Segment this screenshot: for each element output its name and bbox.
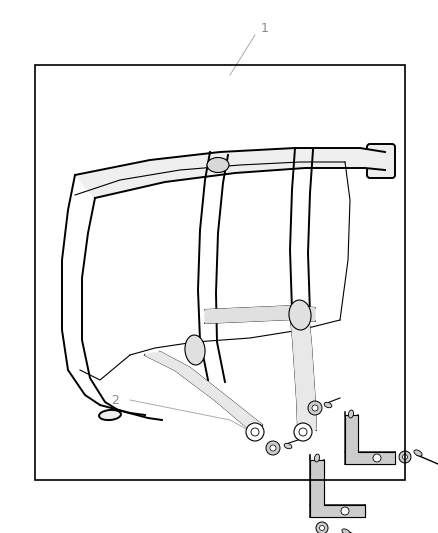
Polygon shape	[310, 460, 365, 517]
Circle shape	[270, 445, 276, 451]
Circle shape	[399, 451, 411, 463]
Circle shape	[319, 526, 325, 530]
Circle shape	[251, 428, 259, 436]
Circle shape	[316, 522, 328, 533]
Ellipse shape	[342, 529, 350, 533]
Ellipse shape	[207, 157, 229, 173]
Ellipse shape	[349, 410, 353, 418]
Polygon shape	[205, 306, 315, 323]
Ellipse shape	[414, 450, 422, 456]
Circle shape	[403, 455, 407, 459]
Circle shape	[308, 401, 322, 415]
Ellipse shape	[314, 454, 320, 462]
Polygon shape	[345, 415, 395, 464]
Ellipse shape	[185, 335, 205, 365]
Text: 2: 2	[111, 393, 119, 407]
Circle shape	[266, 441, 280, 455]
Polygon shape	[290, 310, 316, 430]
Bar	[35, 65, 405, 480]
Ellipse shape	[284, 443, 292, 449]
Text: 1: 1	[261, 21, 269, 35]
Circle shape	[341, 507, 349, 515]
Ellipse shape	[99, 410, 121, 420]
Polygon shape	[145, 352, 262, 428]
Circle shape	[294, 423, 312, 441]
Circle shape	[373, 454, 381, 462]
Circle shape	[299, 428, 307, 436]
Ellipse shape	[289, 300, 311, 330]
Polygon shape	[75, 148, 385, 198]
Circle shape	[312, 405, 318, 411]
Ellipse shape	[324, 402, 332, 408]
FancyBboxPatch shape	[367, 144, 395, 178]
Circle shape	[246, 423, 264, 441]
